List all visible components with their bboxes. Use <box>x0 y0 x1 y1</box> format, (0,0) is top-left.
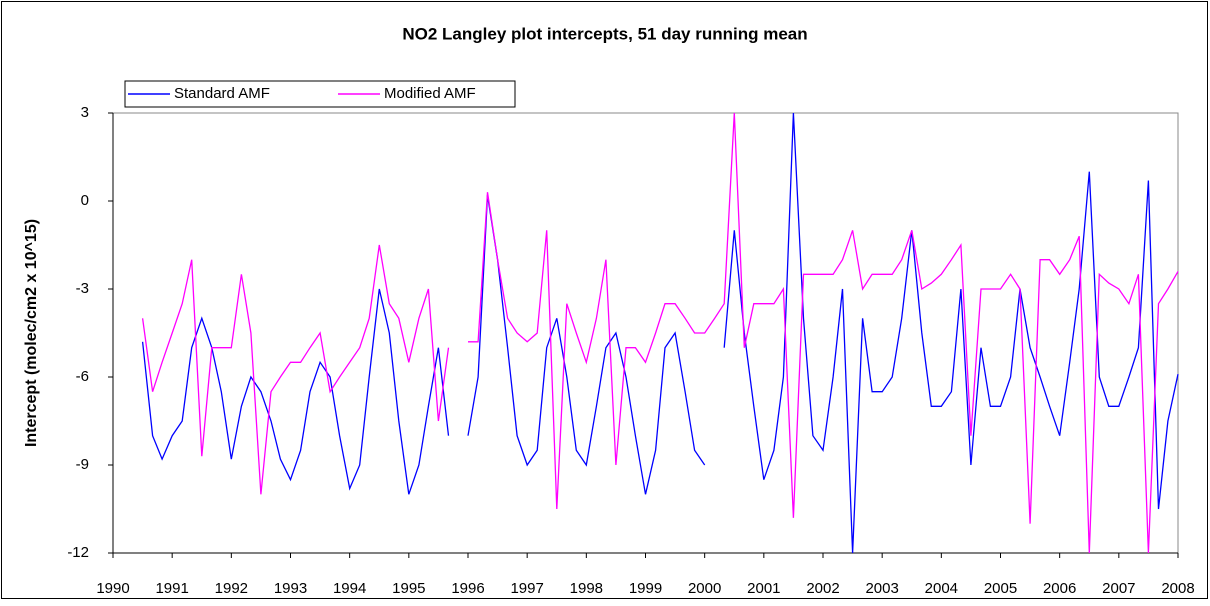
x-tick-label: 2000 <box>688 580 721 597</box>
y-tick-label: 0 <box>81 192 89 209</box>
x-tick-label: 2004 <box>925 580 958 597</box>
plot-marks <box>141 112 1179 554</box>
legend-label: Modified AMF <box>384 85 476 102</box>
x-tick-label: 2006 <box>1043 580 1076 597</box>
x-tick-label: 2005 <box>984 580 1017 597</box>
x-tick-label: 2008 <box>1161 580 1194 597</box>
chart-title: NO2 Langley plot intercepts, 51 day runn… <box>402 24 807 43</box>
x-tick-label: 1992 <box>215 580 248 597</box>
legend-label: Standard AMF <box>174 85 270 102</box>
x-tick-label: 1990 <box>96 580 129 597</box>
y-tick-label: -12 <box>67 544 89 561</box>
series-line <box>141 112 1179 554</box>
y-tick-label: 3 <box>81 104 89 121</box>
y-axis-title: Intercept (molec/cm2 x 10^15) <box>23 219 40 447</box>
x-tick-label: 1997 <box>510 580 543 597</box>
x-tick-label: 1996 <box>451 580 484 597</box>
x-tick-label: 1998 <box>570 580 603 597</box>
y-tick-label: -6 <box>76 368 89 385</box>
x-tick-label: 2001 <box>747 580 780 597</box>
x-tick-label: 2007 <box>1102 580 1135 597</box>
series-line <box>141 112 1179 554</box>
x-tick-label: 1991 <box>155 580 188 597</box>
y-tick-label: -3 <box>76 280 89 297</box>
x-tick-label: 1994 <box>333 580 366 597</box>
x-tick-label: 1993 <box>274 580 307 597</box>
x-tick-label: 2003 <box>865 580 898 597</box>
legend <box>124 80 516 108</box>
y-tick-label: -9 <box>76 456 89 473</box>
x-tick-label: 1995 <box>392 580 425 597</box>
x-tick-label: 1999 <box>629 580 662 597</box>
x-tick-label: 2002 <box>806 580 839 597</box>
